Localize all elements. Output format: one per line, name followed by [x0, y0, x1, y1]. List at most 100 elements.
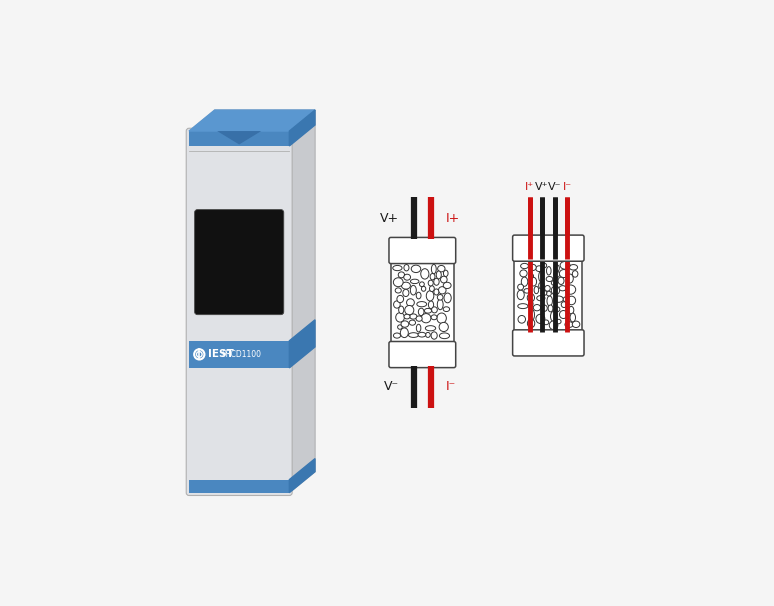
Ellipse shape — [569, 307, 574, 314]
Ellipse shape — [409, 333, 419, 338]
Ellipse shape — [396, 313, 404, 322]
Ellipse shape — [416, 292, 421, 299]
Ellipse shape — [551, 286, 560, 295]
Ellipse shape — [539, 282, 544, 289]
Ellipse shape — [404, 275, 410, 280]
Ellipse shape — [572, 271, 578, 277]
Ellipse shape — [570, 313, 576, 322]
Text: I⁻: I⁻ — [563, 182, 571, 191]
Ellipse shape — [393, 333, 401, 338]
Ellipse shape — [559, 285, 566, 291]
Ellipse shape — [530, 310, 535, 320]
Ellipse shape — [421, 268, 429, 279]
FancyBboxPatch shape — [389, 342, 456, 368]
Ellipse shape — [431, 332, 437, 339]
Ellipse shape — [550, 321, 558, 330]
Bar — [189, 479, 289, 493]
Ellipse shape — [439, 322, 448, 331]
Ellipse shape — [404, 265, 409, 271]
Ellipse shape — [524, 288, 530, 293]
Ellipse shape — [546, 276, 553, 282]
Ellipse shape — [541, 290, 547, 295]
Ellipse shape — [399, 306, 404, 314]
Ellipse shape — [419, 308, 424, 316]
Ellipse shape — [444, 293, 451, 303]
Polygon shape — [289, 110, 315, 146]
Ellipse shape — [418, 332, 426, 337]
Ellipse shape — [431, 315, 437, 320]
Ellipse shape — [416, 316, 422, 321]
Text: I⁺: I⁺ — [525, 182, 534, 191]
Ellipse shape — [437, 271, 441, 279]
Ellipse shape — [554, 296, 563, 302]
Ellipse shape — [417, 302, 426, 307]
Ellipse shape — [444, 307, 450, 311]
Ellipse shape — [536, 296, 545, 301]
Ellipse shape — [522, 277, 528, 286]
Ellipse shape — [398, 325, 402, 329]
Ellipse shape — [437, 299, 444, 310]
Ellipse shape — [411, 265, 421, 273]
Ellipse shape — [426, 325, 436, 331]
Ellipse shape — [529, 264, 536, 270]
Ellipse shape — [394, 301, 400, 308]
Ellipse shape — [517, 290, 524, 299]
Ellipse shape — [565, 322, 574, 327]
Ellipse shape — [399, 272, 405, 278]
Ellipse shape — [402, 289, 409, 296]
Polygon shape — [289, 459, 315, 493]
Ellipse shape — [543, 320, 549, 325]
Ellipse shape — [542, 305, 547, 311]
Ellipse shape — [397, 295, 403, 302]
Ellipse shape — [396, 288, 401, 293]
Ellipse shape — [567, 296, 576, 305]
Ellipse shape — [545, 285, 550, 291]
Ellipse shape — [565, 285, 576, 295]
Ellipse shape — [546, 267, 551, 275]
Ellipse shape — [433, 278, 439, 285]
Polygon shape — [189, 110, 315, 131]
Ellipse shape — [560, 261, 570, 269]
Ellipse shape — [539, 271, 543, 282]
Polygon shape — [289, 110, 315, 493]
FancyBboxPatch shape — [194, 210, 284, 315]
Ellipse shape — [551, 281, 557, 285]
Ellipse shape — [431, 264, 437, 274]
Ellipse shape — [410, 285, 416, 295]
Ellipse shape — [529, 301, 533, 307]
Ellipse shape — [536, 266, 543, 271]
Ellipse shape — [424, 308, 432, 313]
Ellipse shape — [518, 304, 528, 308]
Bar — [391, 262, 454, 344]
Ellipse shape — [438, 287, 446, 294]
Ellipse shape — [430, 285, 434, 291]
Bar — [189, 341, 289, 368]
Ellipse shape — [518, 316, 526, 323]
Ellipse shape — [534, 287, 539, 294]
Ellipse shape — [432, 307, 437, 313]
Ellipse shape — [560, 310, 567, 319]
Ellipse shape — [426, 291, 433, 301]
Ellipse shape — [409, 320, 416, 325]
Ellipse shape — [533, 305, 541, 311]
Polygon shape — [217, 131, 262, 144]
Ellipse shape — [521, 264, 529, 268]
Ellipse shape — [421, 313, 431, 323]
Ellipse shape — [561, 302, 567, 307]
Text: V+: V+ — [380, 212, 399, 225]
Text: PRCD1100: PRCD1100 — [221, 350, 261, 359]
Ellipse shape — [428, 280, 433, 286]
Ellipse shape — [518, 284, 523, 290]
Text: V⁺: V⁺ — [535, 182, 549, 191]
Ellipse shape — [572, 321, 580, 327]
Ellipse shape — [563, 297, 568, 302]
Ellipse shape — [531, 278, 536, 286]
FancyBboxPatch shape — [187, 128, 292, 496]
Ellipse shape — [410, 279, 419, 284]
Text: IEST: IEST — [207, 349, 234, 359]
Ellipse shape — [567, 274, 574, 283]
Ellipse shape — [527, 319, 535, 328]
Ellipse shape — [420, 282, 424, 287]
Ellipse shape — [405, 305, 414, 315]
Ellipse shape — [554, 307, 560, 311]
